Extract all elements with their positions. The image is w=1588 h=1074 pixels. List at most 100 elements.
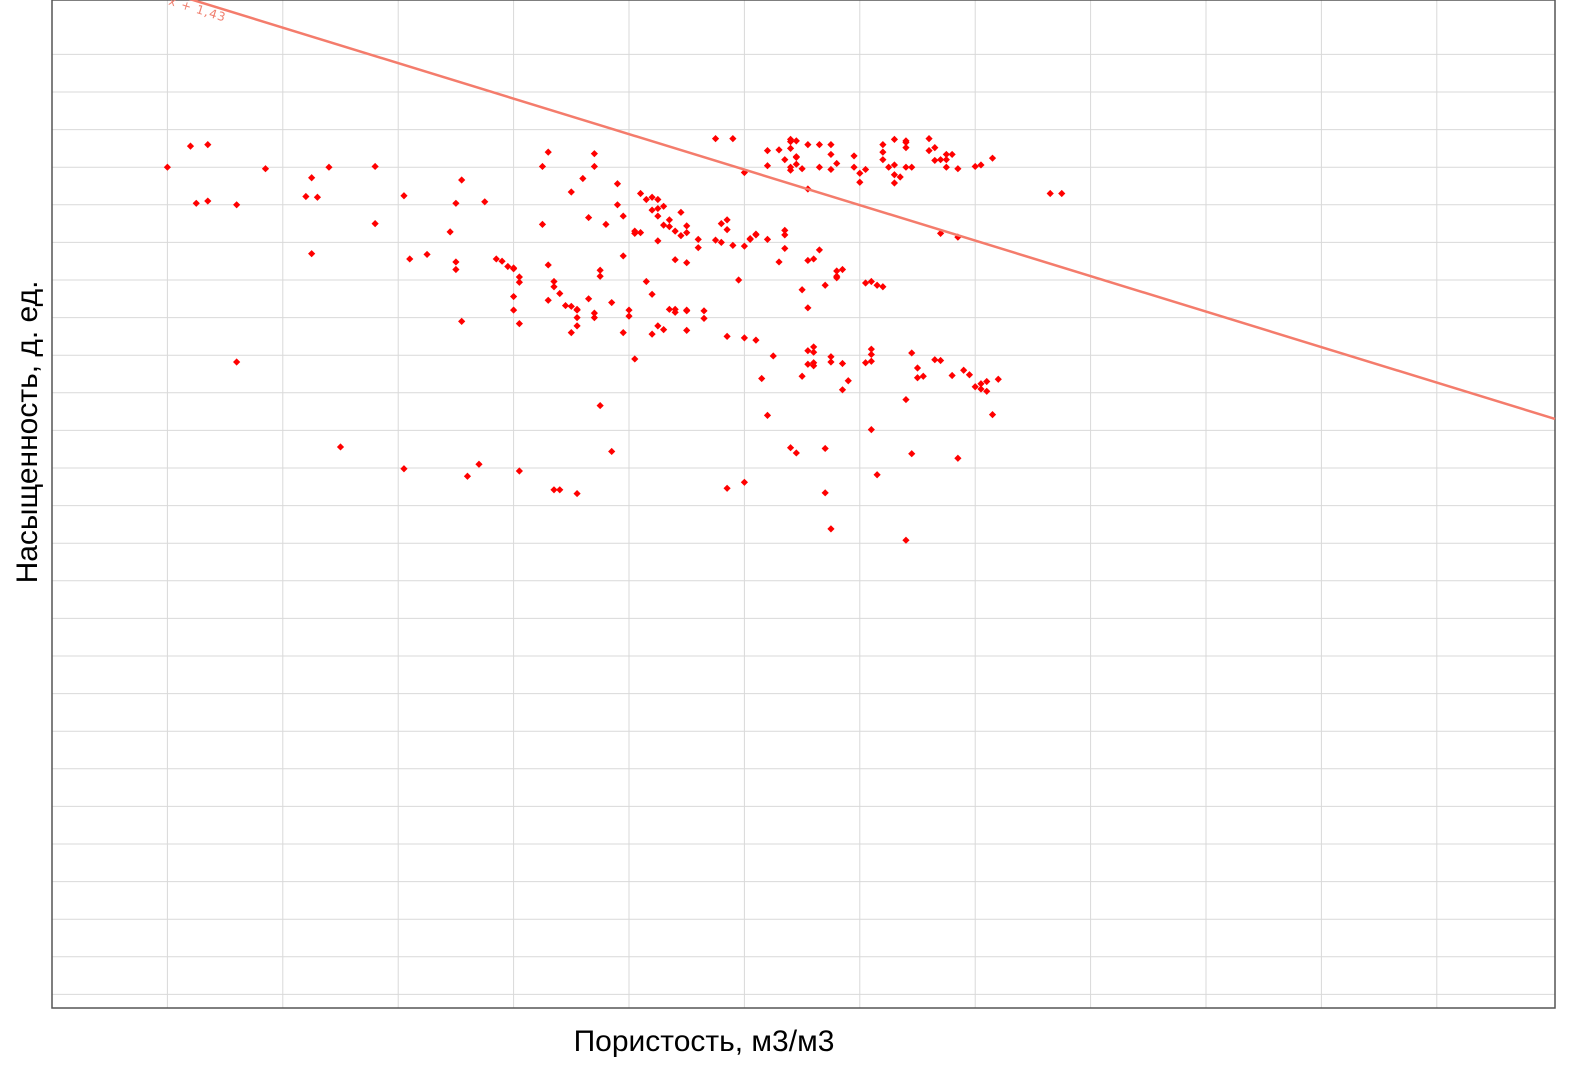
data-point [931,156,939,165]
data-points [163,135,1066,544]
data-point [763,162,772,170]
data-point [971,162,979,171]
data-point [902,137,910,145]
data-point [902,536,910,544]
data-point [827,141,835,149]
data-point [636,189,645,198]
data-point [856,169,864,177]
data-point [810,348,818,356]
data-point [625,306,633,314]
data-point [665,305,673,313]
data-point [654,195,662,204]
data-point [567,302,575,310]
data-point [683,259,691,267]
data-point [856,178,864,186]
data-point [510,306,518,314]
data-point [336,443,345,451]
data-point [619,329,627,337]
data-point [954,454,962,462]
data-point [902,144,910,152]
data-point [833,274,841,282]
data-point [867,426,875,434]
data-point [1046,189,1054,198]
data-point [971,383,979,391]
data-point [573,322,581,330]
data-point [827,150,835,159]
data-point [700,314,708,322]
data-point [665,223,673,231]
data-point [648,290,656,298]
data-point [740,478,748,486]
data-point [498,257,506,265]
data-point [804,141,812,149]
data-point [561,301,570,310]
data-point [954,165,962,173]
data-point [544,148,552,156]
data-point [510,292,518,301]
data-point [515,278,523,286]
data-point [308,250,316,258]
data-point [815,141,824,149]
data-point [729,135,737,143]
data-point [648,330,656,338]
data-point [931,144,939,152]
data-point [960,366,968,374]
data-point [781,244,789,253]
data-point [815,163,824,171]
data-point [890,161,899,169]
data-point [931,356,939,364]
data-point [804,256,812,265]
data-point [550,283,558,291]
data-point [204,141,212,149]
data-point [723,332,731,340]
data-point [804,360,812,368]
data-point [371,162,379,171]
data-point [879,283,887,291]
data-point [798,372,806,380]
data-point [677,232,685,240]
data-point [452,258,460,266]
data-point [936,356,945,365]
data-point [631,355,639,363]
data-point [475,460,483,468]
data-point [827,525,835,533]
data-point [758,374,766,383]
data-point [821,444,829,453]
data-point [585,213,593,222]
data-point [827,353,835,361]
data-point [775,146,783,154]
data-point [573,306,581,314]
data-point [965,371,974,379]
data-point [804,304,812,312]
data-point [677,208,685,216]
data-point [977,380,985,388]
data-point [458,176,466,184]
data-point [567,188,575,196]
data-point [810,362,818,370]
data-point [810,255,818,263]
data-point [463,472,472,480]
data-point [452,199,460,207]
data-point [711,135,720,143]
y-axis-label: Насыщенность, д. ед. [11,281,44,584]
data-point [683,229,691,237]
x-axis-label: Пористость, м3/м3 [574,1025,835,1058]
data-point [163,163,171,171]
data-point [729,241,737,250]
data-point [683,326,691,334]
data-point [556,289,564,298]
plot-area-frame [51,0,1556,1009]
data-point [400,465,408,473]
data-point [850,152,858,160]
data-point [740,242,748,250]
data-point [838,386,847,394]
data-point [400,192,408,200]
data-point [233,358,241,366]
data-point [890,171,899,179]
data-point [815,246,824,254]
data-point [625,312,633,320]
data-point [619,252,627,260]
data-point [902,395,910,404]
data-point [590,162,598,171]
data-point [908,450,916,458]
